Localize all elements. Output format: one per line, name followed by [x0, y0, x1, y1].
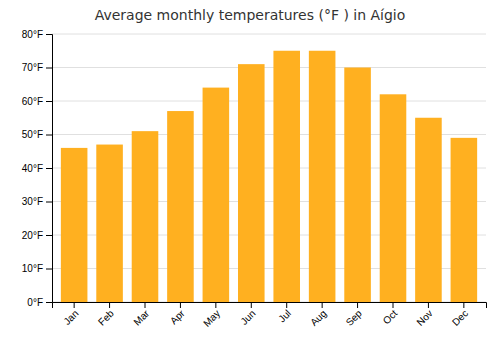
bar [380, 94, 407, 302]
grid [52, 34, 486, 302]
x-tick: Dec [450, 302, 470, 328]
tick-mark [46, 269, 52, 270]
tick-mark [463, 302, 464, 308]
tick-label: 10°F [22, 263, 43, 274]
bar [451, 138, 478, 302]
tick-mark [145, 302, 146, 308]
tick-label: Oct [381, 308, 400, 327]
x-tick: Sep [344, 302, 365, 328]
tick-mark [46, 302, 52, 303]
tick-label: 60°F [22, 96, 43, 107]
tick-mark [46, 34, 52, 35]
grid-line [52, 34, 486, 35]
y-tick: 60°F [22, 96, 52, 107]
x-tick: Jan [61, 302, 80, 327]
tick-label: Dec [450, 308, 470, 328]
tick-label: Jun [238, 308, 257, 327]
tick-mark [74, 302, 75, 308]
bar [61, 148, 88, 302]
grid-line [52, 67, 486, 68]
tick-label: Mar [131, 307, 151, 327]
x-tick: Mar [131, 302, 151, 328]
tick-mark [286, 302, 287, 308]
tick-label: 30°F [22, 196, 43, 207]
tick-label: Aug [308, 308, 328, 328]
tick-mark [46, 135, 52, 136]
tick-mark [393, 302, 394, 308]
tick-label: 40°F [22, 163, 43, 174]
tick-label: Nov [414, 308, 434, 328]
tick-mark [251, 302, 252, 308]
tick-label: Sep [344, 307, 365, 328]
grid-line [52, 101, 486, 102]
x-tick: Apr [168, 302, 187, 326]
bar [273, 51, 300, 302]
bar [167, 111, 194, 302]
bar [238, 64, 265, 302]
y-tick: 70°F [22, 62, 52, 73]
tick-mark [357, 302, 358, 308]
bars [61, 51, 477, 302]
y-tick: 10°F [22, 263, 52, 274]
title: Average monthly temperatures (°F ) in Aí… [95, 7, 406, 23]
x-tick: May [201, 302, 222, 329]
x-tick: Aug [308, 302, 328, 328]
plot: 0°F 10°F 20°F 30°F 40°F 50°F 60°F 70°F 80°F Jan Fe… [22, 29, 487, 329]
bar [132, 131, 159, 302]
tick-label: Jul [276, 308, 293, 325]
chart: 0°F 10°F 20°F 30°F 40°F 50°F 60°F 70°F 80°F Jan Fe… [0, 0, 500, 350]
tick-label: 50°F [22, 129, 43, 140]
bar [309, 51, 336, 302]
axis-domain [53, 303, 487, 309]
tick-mark [46, 202, 52, 203]
y-tick: 50°F [22, 129, 52, 140]
tick-mark [46, 68, 52, 69]
tick-mark [109, 302, 110, 308]
tick-mark [46, 101, 52, 102]
y-axis: 0°F 10°F 20°F 30°F 40°F 50°F 60°F 70°F 80°F [22, 29, 53, 308]
x-tick: Oct [381, 302, 400, 326]
tick-label: 0°F [27, 297, 43, 308]
tick-label: 70°F [22, 62, 43, 73]
tick-mark [46, 168, 52, 169]
x-tick: Nov [414, 302, 434, 328]
y-tick: 80°F [22, 29, 52, 40]
bar [415, 118, 442, 302]
tick-label: 20°F [22, 230, 43, 241]
tick-mark [428, 302, 429, 308]
x-tick: Jul [276, 302, 293, 324]
x-tick: Feb [96, 302, 116, 328]
tick-mark [215, 302, 216, 308]
tick-label: 80°F [22, 29, 43, 40]
x-tick: Jun [238, 302, 257, 327]
bar [344, 68, 371, 303]
y-tick: 30°F [22, 196, 52, 207]
tick-label: Jan [61, 308, 80, 327]
tick-label: May [201, 308, 222, 329]
bar [96, 145, 123, 302]
tick-label: Apr [168, 307, 187, 326]
tick-mark [180, 302, 181, 308]
tick-mark [322, 302, 323, 308]
tick-label: Feb [96, 307, 116, 327]
y-tick: 40°F [22, 163, 52, 174]
y-tick: 0°F [27, 297, 52, 308]
bar [203, 88, 230, 302]
tick-mark [46, 235, 52, 236]
axis-domain [46, 35, 53, 303]
x-axis: Jan Feb Mar Apr May Jun Jul Aug Sep Oct Nov Dec [53, 302, 487, 329]
y-tick: 20°F [22, 230, 52, 241]
